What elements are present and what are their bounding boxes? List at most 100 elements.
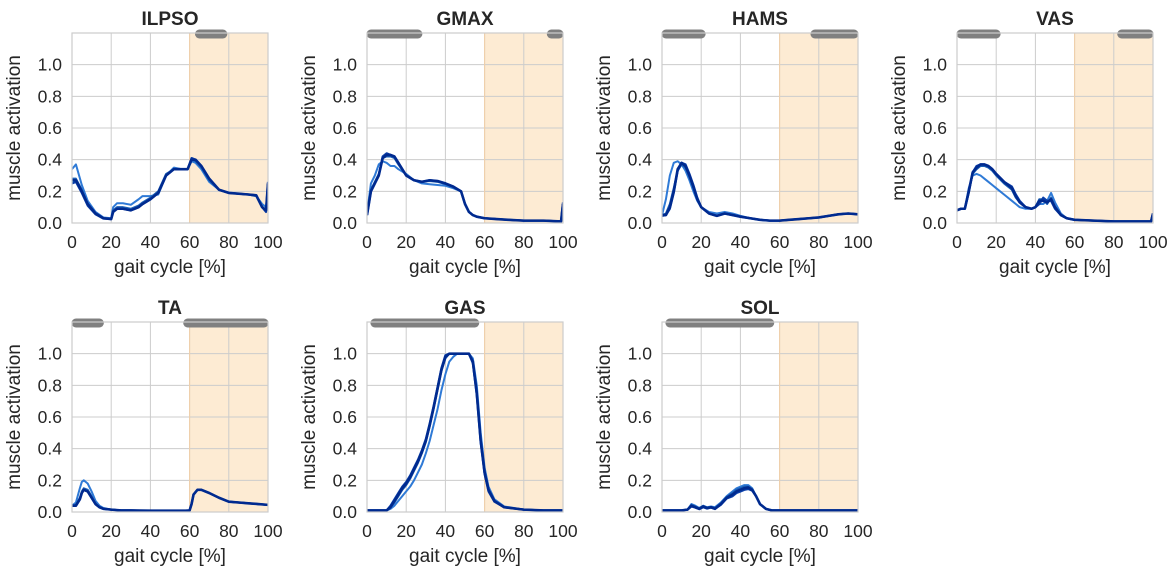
x-tick-label: 40 [436, 521, 456, 541]
series-line-5 [662, 161, 858, 222]
y-axis-label: muscle activation [299, 344, 320, 490]
x-tick-label: 60 [180, 521, 200, 541]
y-tick-label: 0.4 [333, 150, 358, 170]
series-group [662, 484, 858, 512]
y-tick-label: 0.4 [628, 439, 653, 459]
y-tick-label: 0.4 [38, 150, 63, 170]
subplot-gas: GAS 0 20 40 60 80 100 0.0 0.2 0.4 0.6 0.8 1.0 gait cy… [299, 298, 578, 567]
y-tick-label: 0.6 [38, 407, 62, 427]
x-tick-label: 80 [809, 521, 829, 541]
y-axis-label: muscle activation [889, 55, 910, 201]
y-tick-label: 0.8 [923, 86, 947, 106]
x-axis-label: gait cycle [%] [704, 257, 816, 278]
axes-frame [366, 32, 564, 224]
series-group [957, 163, 1153, 223]
subplot-title: GMAX [437, 9, 494, 30]
x-tick-label: 60 [1065, 232, 1085, 252]
y-tick-label: 0.6 [333, 407, 357, 427]
subplot-title: SOL [740, 298, 779, 319]
x-tick-label: 40 [1026, 232, 1046, 252]
subplot-ta: TA 0 20 40 60 80 100 0.0 0.2 0.4 0.6 0.8 1.0 gait cyc… [4, 298, 283, 567]
y-tick-label: 0.8 [38, 375, 62, 395]
x-tick-label: 20 [396, 521, 416, 541]
x-tick-label: 40 [731, 521, 751, 541]
y-tick-label: 0.6 [38, 118, 62, 138]
series-line-5 [662, 486, 858, 512]
x-tick-label: 80 [219, 521, 239, 541]
x-tick-label: 80 [514, 232, 534, 252]
subplot-sol: SOL 0 20 40 60 80 100 0.0 0.2 0.4 0.6 0.8 1.0 gait cy… [594, 298, 873, 567]
axes-frame [366, 321, 564, 513]
x-tick-label: 100 [548, 232, 577, 252]
x-tick-label: 60 [770, 521, 790, 541]
x-tick-label: 20 [691, 232, 711, 252]
subplot-hams: HAMS 0 20 40 60 80 100 0.0 0.2 0.4 0.6 0.8 1.0 gait c… [594, 9, 873, 278]
y-tick-label: 0.0 [38, 502, 63, 522]
subplot-ilpso: ILPSO 0 20 40 60 80 100 0.0 0.2 0.4 0.6 0.8 1.0 gait … [4, 9, 283, 278]
x-tick-label: 20 [986, 232, 1006, 252]
y-tick-label: 0.4 [628, 150, 653, 170]
y-tick-label: 0.4 [333, 439, 358, 459]
x-tick-label: 0 [362, 521, 372, 541]
subplot-title: TA [158, 298, 182, 319]
y-tick-label: 0.6 [628, 118, 652, 138]
y-tick-label: 0.4 [38, 439, 63, 459]
y-tick-label: 0.6 [923, 118, 947, 138]
series-line-5 [367, 352, 563, 512]
x-tick-label: 40 [731, 232, 751, 252]
x-tick-label: 80 [809, 232, 829, 252]
y-tick-label: 0.6 [333, 118, 357, 138]
y-tick-label: 1.0 [628, 55, 653, 75]
x-tick-label: 60 [475, 521, 495, 541]
y-tick-label: 1.0 [333, 344, 358, 364]
y-tick-label: 0.0 [628, 502, 653, 522]
x-tick-label: 0 [657, 521, 667, 541]
y-tick-label: 0.4 [923, 150, 948, 170]
y-tick-label: 0.8 [333, 86, 357, 106]
y-tick-label: 0.2 [333, 470, 357, 490]
axes-frame [71, 321, 269, 513]
x-tick-label: 100 [843, 521, 872, 541]
subplot-title: HAMS [732, 9, 788, 30]
y-tick-label: 0.0 [923, 213, 948, 233]
series-group [367, 352, 563, 512]
y-tick-label: 0.8 [38, 86, 62, 106]
axes-frame [661, 32, 859, 224]
series-line-5 [957, 163, 1153, 223]
x-tick-label: 20 [101, 232, 121, 252]
axes-frame [71, 32, 269, 224]
subplot-vas: VAS 0 20 40 60 80 100 0.0 0.2 0.4 0.6 0.8 1.0 gait cy… [889, 9, 1168, 278]
x-tick-label: 100 [253, 232, 282, 252]
y-tick-label: 1.0 [628, 344, 653, 364]
axes-frame [661, 321, 859, 513]
x-tick-label: 100 [1138, 232, 1167, 252]
y-tick-label: 0.0 [628, 213, 653, 233]
y-tick-label: 1.0 [333, 55, 358, 75]
y-tick-label: 0.0 [38, 213, 63, 233]
x-tick-label: 60 [180, 232, 200, 252]
y-tick-label: 0.6 [628, 407, 652, 427]
x-tick-label: 40 [436, 232, 456, 252]
y-tick-label: 0.2 [923, 181, 947, 201]
y-tick-label: 0.0 [333, 502, 358, 522]
x-axis-label: gait cycle [%] [704, 546, 816, 567]
y-axis-label: muscle activation [594, 344, 615, 490]
y-tick-label: 0.2 [38, 470, 62, 490]
x-tick-label: 20 [691, 521, 711, 541]
series-group [367, 152, 563, 223]
y-tick-label: 1.0 [38, 55, 63, 75]
x-tick-label: 80 [219, 232, 239, 252]
subplot-title: GAS [444, 298, 485, 319]
series-line-5 [367, 153, 563, 223]
x-axis-label: gait cycle [%] [409, 546, 521, 567]
y-tick-label: 0.8 [628, 375, 652, 395]
y-tick-label: 0.0 [333, 213, 358, 233]
series-line-5 [72, 158, 268, 221]
x-tick-label: 20 [101, 521, 121, 541]
y-axis-label: muscle activation [299, 55, 320, 201]
subplot-title: ILPSO [141, 9, 198, 30]
series-group [662, 160, 858, 222]
y-tick-label: 0.2 [628, 470, 652, 490]
y-tick-label: 0.2 [38, 181, 62, 201]
